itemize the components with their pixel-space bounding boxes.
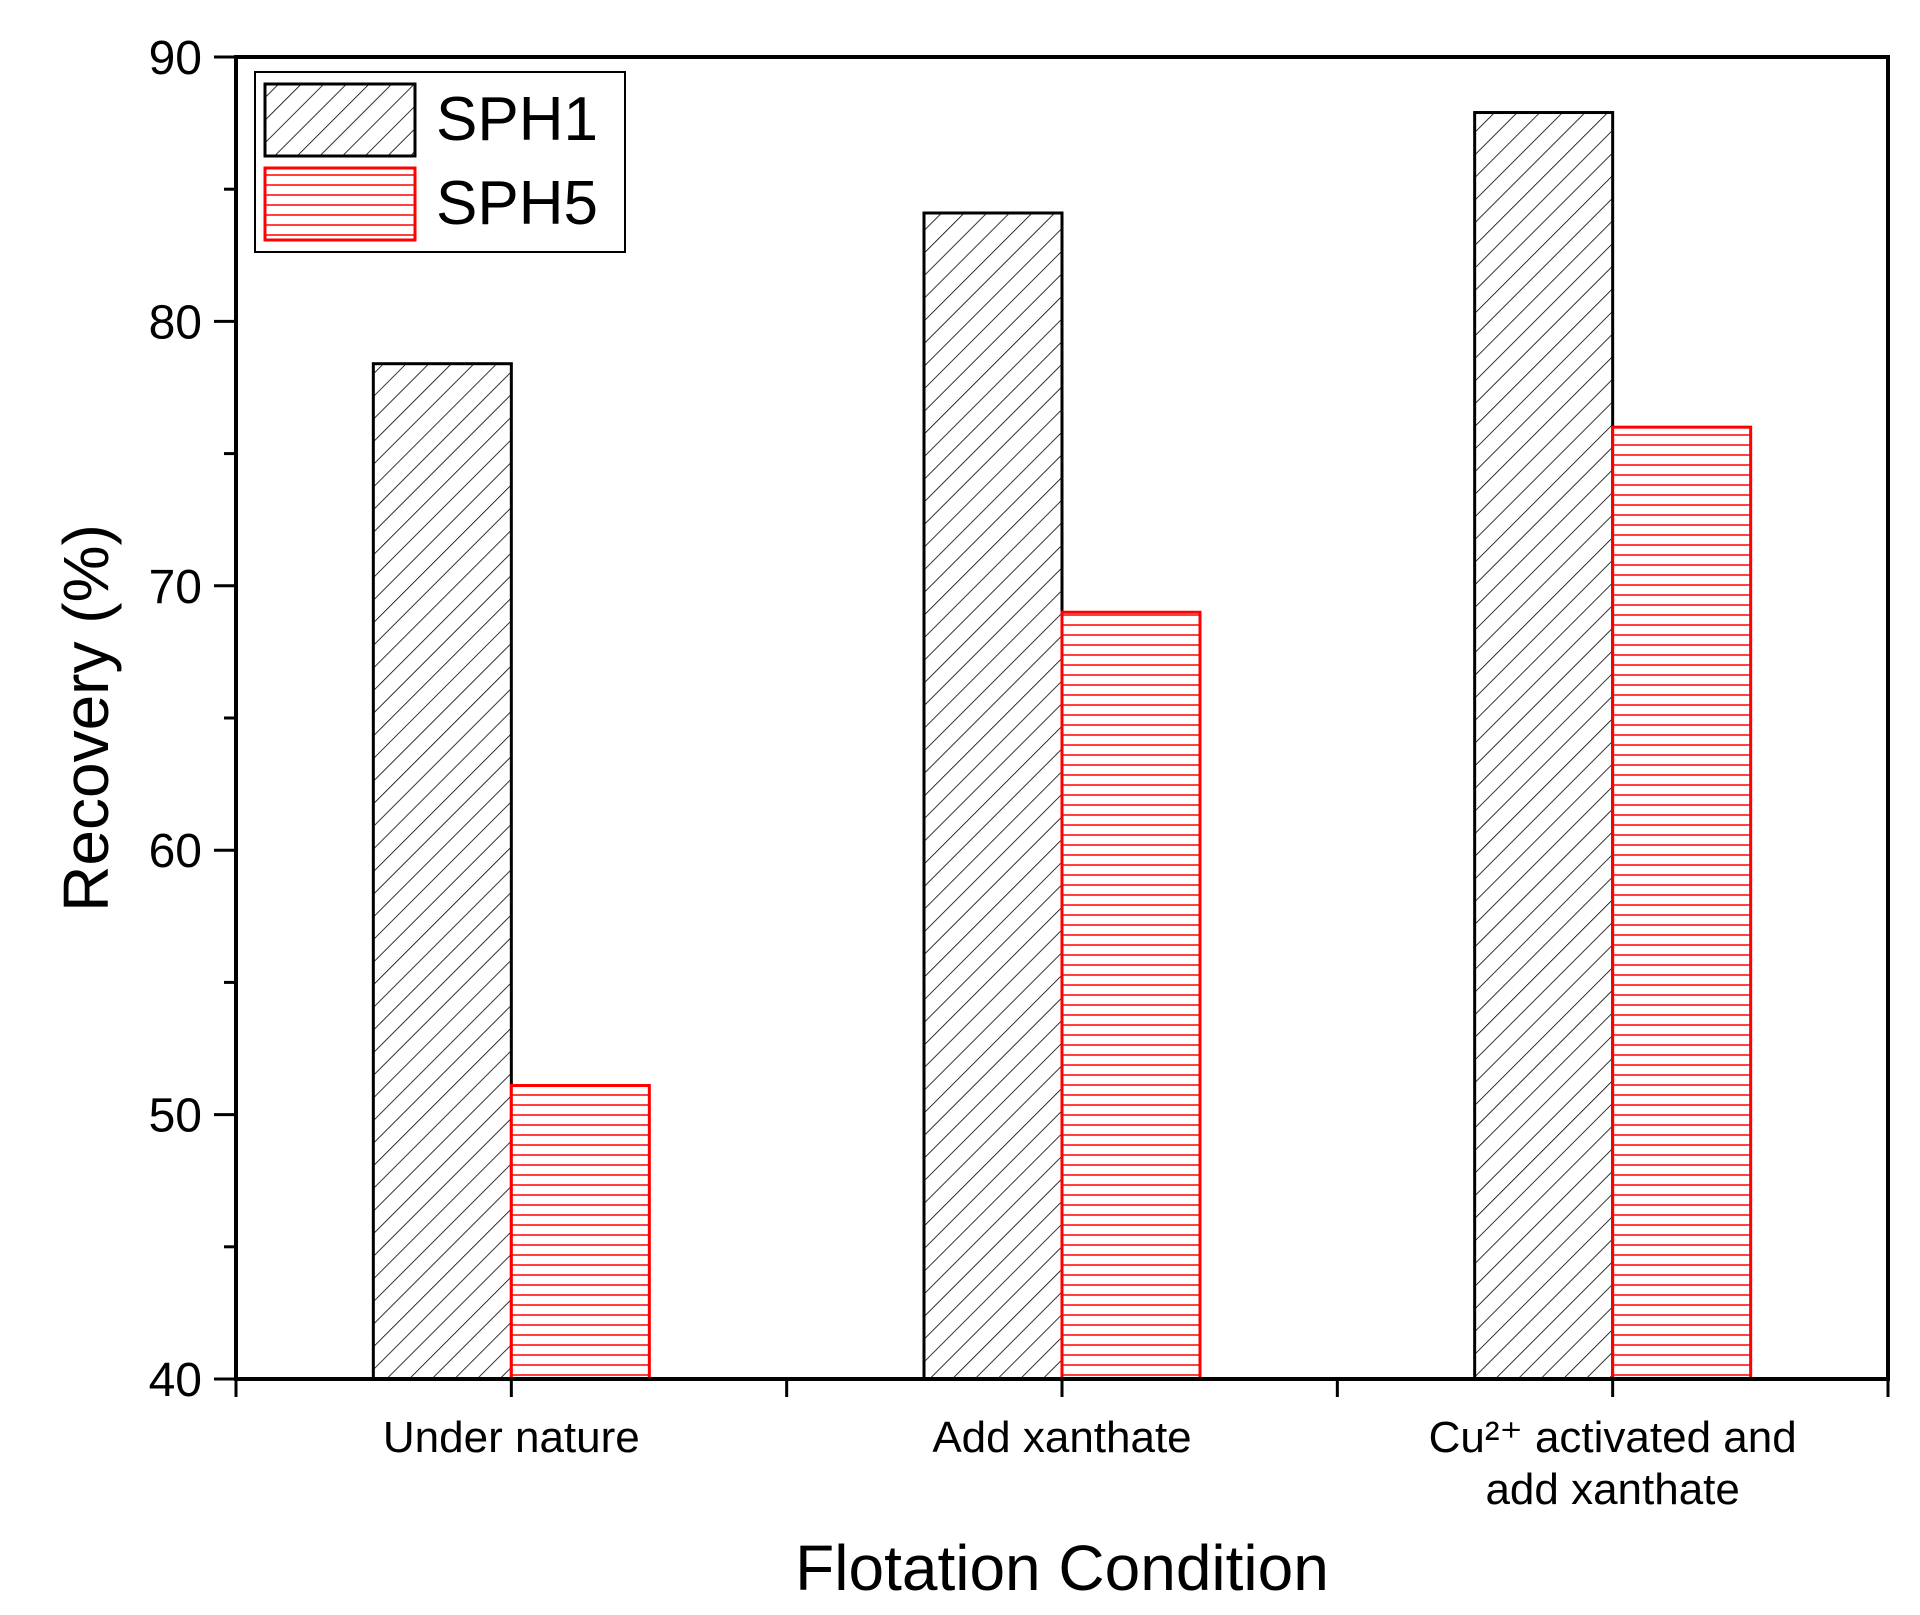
- bar-sph1-1: [922, 211, 1064, 1381]
- legend-swatch-sph1: [263, 82, 417, 158]
- bar-sph5-1: [1060, 610, 1202, 1381]
- bars-layer: [371, 111, 1753, 1381]
- y-axis-label: Recovery (%): [50, 524, 122, 912]
- y-tick-label: 90: [149, 32, 202, 85]
- legend-label-sph5: SPH5: [436, 169, 598, 238]
- x-tick-label: Add xanthate: [932, 1413, 1191, 1462]
- y-tick-label: 80: [149, 296, 202, 349]
- y-tick-label: 70: [149, 561, 202, 614]
- bar-sph5-2: [1611, 425, 1753, 1381]
- legend-label-sph1: SPH1: [436, 85, 598, 154]
- x-axis: Under nature Add xanthate Cu²⁺ activated a…: [234, 1379, 1890, 1514]
- y-tick-label: 60: [149, 825, 202, 878]
- legend-swatch-sph5: [263, 166, 417, 242]
- x-axis-label: Flotation Condition: [795, 1532, 1329, 1604]
- x-tick-label: Under nature: [383, 1413, 640, 1462]
- y-axis: 40 50 60 70 80 90: [149, 32, 236, 1407]
- x-tick-label: add xanthate: [1485, 1465, 1739, 1514]
- bar-sph1-2: [1473, 111, 1615, 1381]
- bar-sph5-0: [509, 1084, 651, 1381]
- legend: SPH1 SPH5: [254, 71, 626, 253]
- x-tick-label: Cu²⁺ activated and: [1429, 1413, 1797, 1462]
- bar-sph1-0: [371, 362, 513, 1381]
- y-tick-label: 40: [149, 1354, 202, 1407]
- y-tick-label: 50: [149, 1090, 202, 1143]
